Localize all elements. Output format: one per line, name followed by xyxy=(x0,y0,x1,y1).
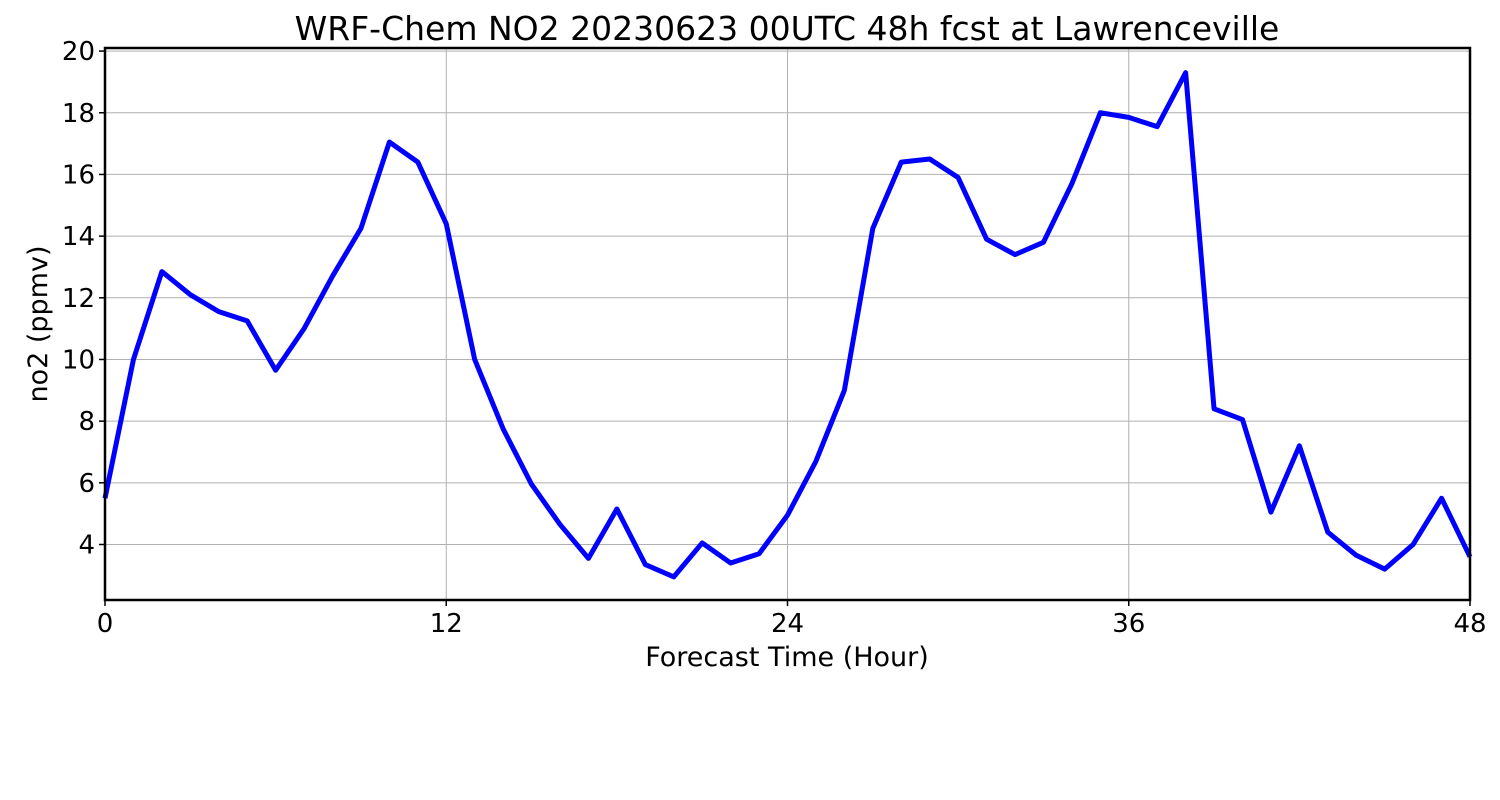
series-layer xyxy=(102,70,1473,580)
y-tick-label: 20 xyxy=(62,37,95,67)
x-tick-label: 0 xyxy=(97,609,114,639)
grid xyxy=(104,48,1471,600)
y-tick-label: 14 xyxy=(62,222,95,252)
ticks: 0 12 24 36 48 4 6 8 10 12 14 16 18 20 xyxy=(62,37,1487,639)
y-axis-label: no2 (ppmv) xyxy=(23,245,54,402)
x-axis-label: Forecast Time (Hour) xyxy=(645,642,929,673)
y-tick-label: 4 xyxy=(78,530,95,560)
x-tick-label: 24 xyxy=(771,609,804,639)
y-tick-label: 8 xyxy=(78,407,95,437)
x-tick-label: 36 xyxy=(1112,609,1145,639)
x-tick-label: 48 xyxy=(1453,609,1486,639)
y-tick-label: 16 xyxy=(62,160,95,190)
y-tick-label: 12 xyxy=(62,284,95,314)
x-tick-label: 12 xyxy=(430,609,463,639)
y-tick-label: 10 xyxy=(62,345,95,375)
y-tick-label: 18 xyxy=(62,99,95,129)
chart-title: WRF-Chem NO2 20230623 00UTC 48h fcst at … xyxy=(295,9,1280,48)
y-tick-label: 6 xyxy=(78,469,95,499)
